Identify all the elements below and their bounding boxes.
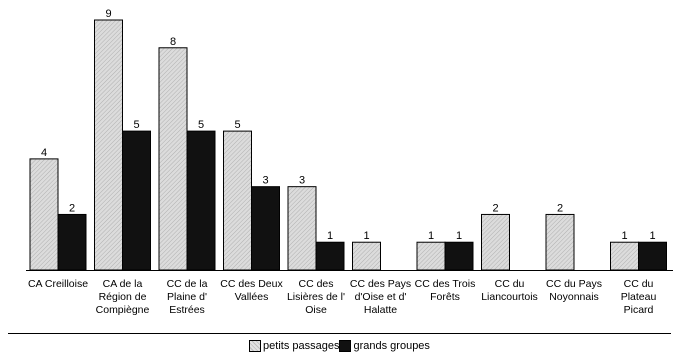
data-label-grands-groupes-0: 2	[69, 202, 75, 214]
data-label-grands-groupes-1: 5	[133, 119, 139, 131]
bar-petits-passages-3	[223, 130, 252, 271]
category-label-1: CA de la Région de Compiègne	[96, 278, 150, 316]
data-label-petits-passages-1: 9	[105, 8, 111, 20]
data-label-petits-passages-7: 2	[492, 202, 498, 214]
legend-item-petits-passages: petits passages	[249, 340, 340, 353]
bar-petits-passages-2	[158, 47, 188, 271]
bar-grands-groupes-1	[122, 130, 151, 271]
category-label-6: CC des Trois Forêts	[415, 278, 476, 303]
bar-chart: 4 2 CA Creilloise 9 5 CA de la Région de Compiè…	[8, 8, 673, 334]
bar-petits-passages-9	[610, 241, 639, 271]
data-label-petits-passages-4: 3	[299, 175, 305, 187]
bar-petits-passages-5	[352, 241, 381, 271]
bar-petits-passages-7	[481, 213, 510, 271]
bar-petits-passages-0	[29, 158, 59, 271]
bar-grands-groupes-2	[186, 130, 216, 271]
category-label-8: CC du Pays Noyonnais	[546, 278, 602, 303]
bar-petits-passages-1	[94, 19, 123, 271]
data-label-petits-passages-5: 1	[363, 230, 369, 242]
data-label-grands-groupes-4: 1	[327, 230, 333, 242]
category-label-9: CC du Plateau Picard	[621, 278, 657, 316]
data-label-grands-groupes-6: 1	[456, 230, 462, 242]
data-label-petits-passages-9: 1	[621, 230, 627, 242]
category-label-5: CC des Pays d'Oise et d' Halatte	[350, 278, 411, 316]
legend-label-petits-passages: petits passages	[263, 340, 340, 353]
data-label-grands-groupes-9: 1	[649, 230, 655, 242]
bar-petits-passages-4	[287, 186, 317, 271]
legend-swatch-light	[249, 340, 262, 353]
data-label-petits-passages-3: 5	[234, 119, 240, 131]
category-label-7: CC du Liancourtois	[481, 278, 538, 303]
bar-petits-passages-6	[416, 241, 446, 271]
bar-grands-groupes-6	[444, 241, 474, 271]
legend-item-grands-groupes: grands groupes	[339, 340, 430, 353]
legend-label-grands-groupes: grands groupes	[353, 340, 430, 353]
category-label-4: CC des Lisières de l' Oise	[287, 278, 345, 316]
category-label-3: CC des Deux Vallées	[220, 278, 283, 303]
category-label-0: CA Creilloise	[28, 278, 88, 290]
bar-petits-passages-8	[545, 213, 575, 271]
data-label-petits-passages-2: 8	[170, 36, 176, 48]
data-label-grands-groupes-3: 3	[262, 175, 268, 187]
data-label-petits-passages-6: 1	[428, 230, 434, 242]
category-label-2: CC de la Plaine d' Estrées	[167, 278, 208, 316]
legend-swatch-dark	[339, 340, 352, 353]
data-label-grands-groupes-2: 5	[198, 119, 204, 131]
bar-grands-groupes-0	[57, 213, 87, 271]
bar-grands-groupes-9	[638, 241, 667, 271]
chart-legend: petits passages grands groupes	[0, 340, 679, 356]
data-label-petits-passages-8: 2	[557, 202, 563, 214]
bar-grands-groupes-4	[315, 241, 345, 271]
data-label-petits-passages-0: 4	[41, 147, 47, 159]
bar-grands-groupes-3	[251, 186, 280, 271]
